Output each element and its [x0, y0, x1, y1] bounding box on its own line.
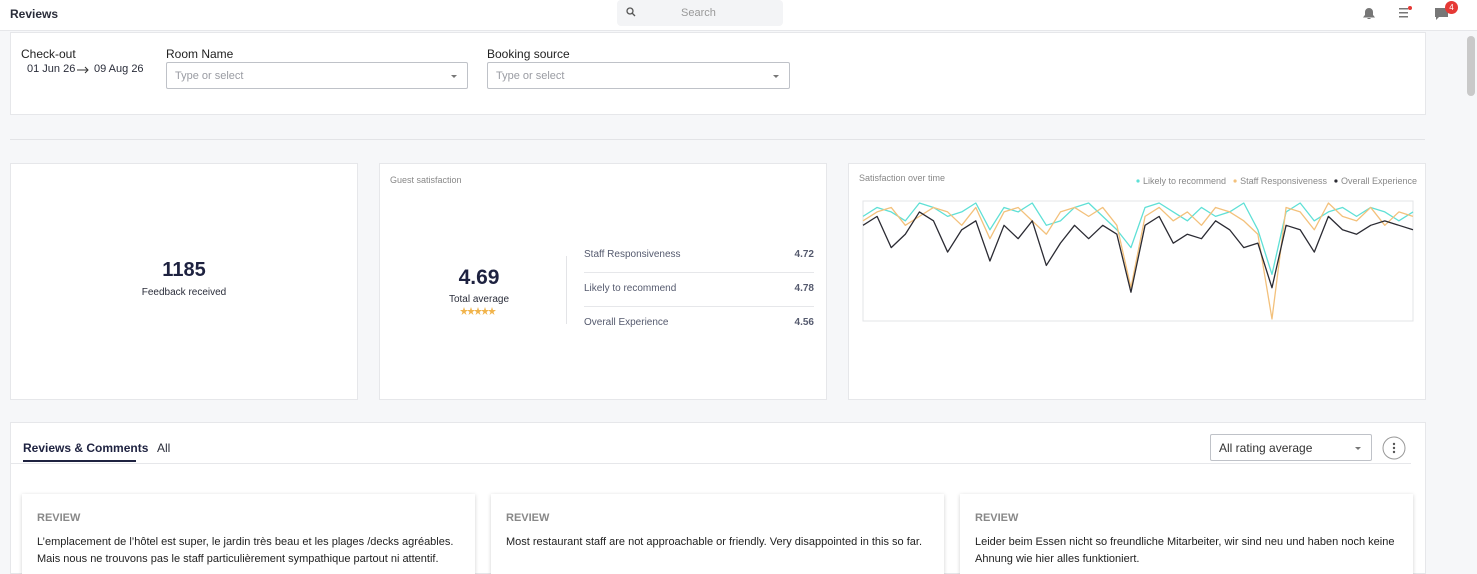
score-row: Likely to recommend 4.78: [584, 272, 814, 307]
review-text: Most restaurant staff are not approachab…: [506, 536, 922, 548]
review-card[interactable]: REVIEW L’emplacement de l’hôtel est super…: [22, 494, 475, 574]
score-value: 4.72: [794, 249, 814, 260]
tab-active[interactable]: Reviews & Comments: [23, 441, 149, 455]
series-line: [862, 202, 1414, 320]
separator: [566, 256, 567, 324]
review-heading: REVIEW: [37, 512, 81, 524]
feedback-value: 1185: [162, 259, 206, 281]
tab[interactable]: All: [157, 441, 171, 455]
legend-dot: [1136, 179, 1140, 183]
score-label: Staff Responsiveness: [584, 249, 681, 260]
review-heading: REVIEW: [975, 512, 1019, 524]
sort-select[interactable]: All rating average: [1210, 434, 1372, 461]
legend-dot: [1233, 179, 1237, 183]
arrow: [77, 66, 89, 74]
legend-label: Likely to recommend: [1143, 176, 1226, 186]
feedback-label: Feedback received: [141, 287, 227, 298]
divider: [10, 139, 1425, 140]
search-placeholder: Search: [681, 7, 716, 19]
legend-dot: [1334, 179, 1338, 183]
scrollbar[interactable]: [1467, 36, 1475, 96]
score-value: 4.56: [794, 317, 814, 328]
booking-label: Booking source: [487, 47, 570, 61]
score-label: Overall Experience: [584, 317, 669, 328]
room-label: Room Name: [166, 47, 234, 61]
search[interactable]: Search: [617, 0, 783, 26]
top-bar: Reviews Search 4: [0, 0, 1477, 31]
score-value: 4.78: [794, 283, 814, 294]
booking-select[interactable]: Type or select: [487, 62, 790, 89]
review-heading: REVIEW: [506, 512, 550, 524]
card-title: Guest satisfaction: [390, 175, 462, 185]
bell-icon[interactable]: [1361, 5, 1377, 21]
plot-frame: [862, 200, 1414, 322]
average-value: 4.69: [458, 266, 500, 289]
checkout-from[interactable]: 01 Jun 26: [27, 63, 76, 75]
review-text: L’emplacement de l’hôtel est super, le j…: [37, 536, 454, 565]
stars: [460, 307, 496, 315]
notification-badge: 4: [1445, 1, 1458, 14]
satisfaction-card: Guest satisfaction 4.69 Total average St…: [379, 163, 827, 400]
tab-divider: [11, 463, 1411, 464]
legend-label: Overall Experience: [1341, 176, 1417, 186]
feedback-card: 1185 Feedback received: [10, 163, 358, 400]
chart: Satisfaction over time Overall Experienc…: [859, 173, 1417, 322]
checkout-to[interactable]: 09 Aug 26: [94, 63, 144, 75]
score-row: Overall Experience 4.56: [584, 306, 814, 340]
trend-card: Satisfaction over time Overall Experienc…: [848, 163, 1426, 400]
more-button[interactable]: [1382, 436, 1406, 460]
average-label: Total average: [448, 294, 510, 305]
review-card[interactable]: REVIEW Most restaurant staff are not appr…: [491, 494, 944, 574]
chat-icon[interactable]: [1434, 6, 1450, 22]
chart-title: Satisfaction over time: [859, 173, 945, 183]
list-icon[interactable]: [1398, 6, 1414, 20]
review-text: Leider beim Essen nicht so freundliche M…: [975, 536, 1395, 565]
tab-underline: [23, 460, 136, 462]
legend-label: Staff Responsiveness: [1240, 176, 1327, 186]
page-title: Reviews: [10, 7, 59, 21]
series-line: [862, 211, 1414, 293]
series-line: [862, 202, 1414, 276]
room-select[interactable]: Type or select: [166, 62, 468, 89]
review-card[interactable]: REVIEW Leider beim Essen nicht so freundl…: [960, 494, 1413, 574]
score-row: Staff Responsiveness 4.72: [584, 238, 814, 273]
search-icon: [626, 7, 636, 17]
checkout-label: Check-out: [21, 47, 76, 61]
filter-card: Check-out 01 Jun 26 09 Aug 26 Room Name …: [10, 32, 1426, 115]
score-label: Likely to recommend: [584, 283, 677, 294]
